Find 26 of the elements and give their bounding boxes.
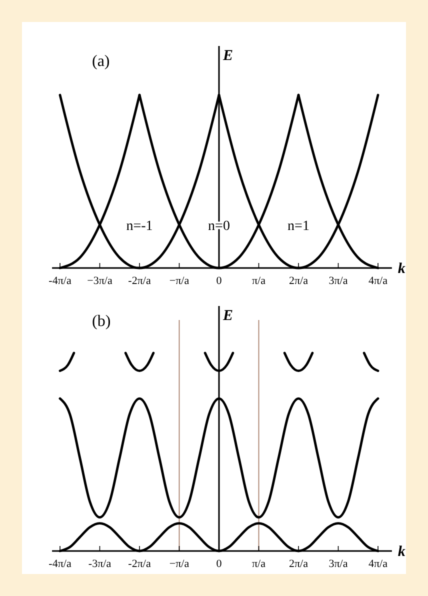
x-tick-label: 0 xyxy=(216,558,222,570)
x-tick-label: 2π/a xyxy=(289,275,308,287)
x-tick-label: −π/a xyxy=(169,275,190,287)
x-axis-title: k xyxy=(398,544,406,560)
x-tick-label: 4π/a xyxy=(368,275,388,287)
x-tick-label: π/a xyxy=(252,558,266,570)
x-tick-label: 3π/a xyxy=(328,558,348,570)
x-tick-label: −π/a xyxy=(169,558,190,570)
y-axis-title: E xyxy=(222,48,234,64)
x-tick-label: −3π/a xyxy=(87,275,112,287)
x-tick-label: -2π/a xyxy=(128,558,151,570)
annotation: n=1 xyxy=(288,218,310,234)
annotation: n=-1 xyxy=(126,218,153,234)
y-axis-title: E xyxy=(222,308,234,324)
x-tick-label: -4π/a xyxy=(48,275,72,287)
x-tick-label: 2π/a xyxy=(289,558,308,570)
chart-title: (b) xyxy=(92,313,111,330)
x-axis-title: k xyxy=(398,261,406,277)
x-tick-label: 4π/a xyxy=(368,558,388,570)
x-tick-label: -3π/a xyxy=(88,558,112,570)
chart-title: (a) xyxy=(92,53,110,70)
x-tick-label: 3π/a xyxy=(328,275,348,287)
x-tick-label: 0 xyxy=(216,275,222,287)
x-tick-label: π/a xyxy=(252,275,266,287)
x-tick-label: -4π/a xyxy=(48,558,72,570)
x-tick-label: -2π/a xyxy=(128,275,151,287)
